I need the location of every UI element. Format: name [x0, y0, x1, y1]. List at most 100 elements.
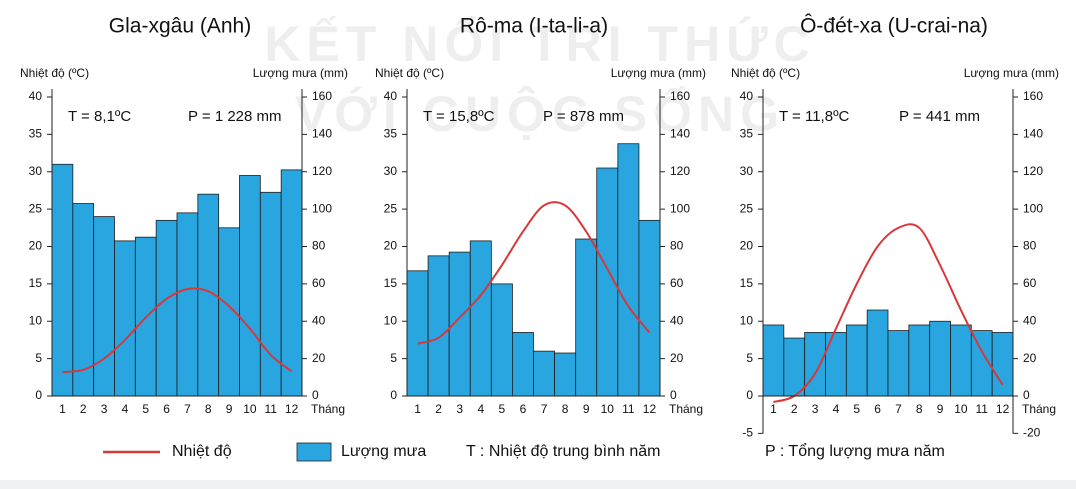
y2-tick-label: 80	[670, 239, 684, 253]
y-tick-label: 15	[384, 276, 398, 290]
x-tick-label: 9	[226, 402, 233, 416]
x-tick-label: 6	[520, 402, 527, 416]
precipitation-bar	[991, 332, 1014, 397]
y2-tick-label: 40	[670, 313, 684, 327]
y-tick-label: 5	[390, 351, 397, 365]
y2-tick-label: 20	[1023, 351, 1037, 365]
chart-title: Rô-ma (I-ta-li-a)	[460, 15, 608, 38]
y-tick-label: 25	[29, 201, 43, 215]
y-tick-label: 0	[390, 388, 397, 402]
precipitation-bar	[533, 350, 555, 397]
y2-tick-label: 80	[1023, 239, 1037, 253]
precipitation-bar	[406, 270, 429, 397]
y-tick-label: 35	[384, 127, 398, 141]
precipitation-bar	[825, 332, 847, 397]
x-tick-label: 5	[853, 402, 860, 416]
x-tick-label: 3	[101, 402, 108, 416]
y2-axis-label: Lượng mưa (mm)	[253, 66, 348, 80]
precipitation-bar	[783, 337, 806, 397]
x-tick-label: 2	[80, 402, 87, 416]
annotation: T = 15,8ºC	[423, 108, 495, 125]
x-tick-label: 8	[562, 402, 569, 416]
y2-tick-label: 100	[1023, 201, 1043, 215]
x-tick-label: 5	[499, 402, 506, 416]
precipitation-bar	[427, 255, 450, 397]
x-tick-label: 6	[163, 402, 170, 416]
x-tick-label: 12	[996, 402, 1010, 416]
y2-tick-label: 60	[670, 276, 684, 290]
y-axis-label: Nhiệt độ (ºC)	[20, 66, 89, 80]
precipitation-bar	[51, 163, 74, 397]
y-tick-label: 30	[29, 164, 43, 178]
y2-tick-label: 140	[312, 127, 332, 141]
chart-title: Ô-đét-xa (U-crai-na)	[800, 15, 988, 38]
legend-note: T : Nhiệt độ trung bình năm	[466, 443, 660, 460]
y-tick-label: 20	[740, 239, 754, 253]
precipitation-bar	[469, 240, 492, 397]
y2-axis-label: Lượng mưa (mm)	[964, 66, 1059, 80]
y-tick-label: 20	[29, 239, 43, 253]
x-tick-label: 4	[477, 402, 484, 416]
x-tick-label: 6	[874, 402, 881, 416]
precipitation-bar	[804, 332, 826, 397]
y2-tick-label: 160	[1023, 89, 1043, 103]
y-tick-label: 40	[740, 89, 754, 103]
y-tick-label: 5	[746, 351, 753, 365]
precipitation-bar	[638, 219, 661, 397]
x-tick-label: 10	[954, 402, 968, 416]
legend-label: Lượng mưa	[341, 443, 426, 460]
y-tick-label: 15	[740, 276, 754, 290]
y-tick-label: 30	[384, 164, 398, 178]
precipitation-bar	[114, 240, 136, 397]
y2-tick-label: 80	[312, 239, 326, 253]
y2-tick-label: 0	[670, 388, 677, 402]
precipitation-bar	[866, 309, 889, 397]
x-tick-label: 1	[59, 402, 66, 416]
temperature-line	[773, 223, 1004, 403]
y2-tick-label: 140	[670, 127, 690, 141]
y2-tick-label: 140	[1023, 127, 1043, 141]
x-tick-label: 11	[976, 402, 989, 416]
y2-tick-label: 160	[670, 89, 690, 103]
y2-tick-label: 40	[312, 313, 326, 327]
y2-axis-label: Lượng mưa (mm)	[611, 66, 706, 80]
y2-tick-label: 60	[312, 276, 326, 290]
x-tick-label: 4	[833, 402, 840, 416]
x-tick-label: 8	[205, 402, 212, 416]
y-tick-label: 30	[740, 164, 754, 178]
x-tick-label: 2	[435, 402, 442, 416]
precipitation-bar	[176, 212, 199, 397]
x-tick-label: 12	[643, 402, 657, 416]
x-tick-label: 7	[184, 402, 191, 416]
y2-tick-label: 100	[312, 201, 332, 215]
legend-label: Nhiệt độ	[172, 443, 232, 460]
y2-tick-label: 60	[1023, 276, 1037, 290]
bottom-strip	[0, 480, 1076, 489]
y2-tick-label: 120	[1023, 164, 1043, 178]
precipitation-bar	[575, 238, 598, 397]
y2-tick-label: 40	[1023, 313, 1037, 327]
x-tick-label: 3	[812, 402, 819, 416]
x-tick-label: 1	[770, 402, 777, 416]
y-tick-label: 20	[384, 239, 398, 253]
x-axis-label: Tháng	[311, 402, 345, 416]
x-tick-label: 3	[456, 402, 463, 416]
precipitation-bar	[280, 169, 303, 397]
precipitation-bar	[950, 324, 972, 397]
x-tick-label: 10	[601, 402, 615, 416]
x-tick-label: 8	[916, 402, 923, 416]
x-tick-label: 10	[243, 402, 257, 416]
y-tick-label: 10	[29, 313, 43, 327]
y-tick-label: 0	[35, 388, 42, 402]
precipitation-bar	[887, 330, 910, 397]
y2-tick-label: 160	[312, 89, 332, 103]
y2-tick-label: 120	[312, 164, 332, 178]
y2-tick-label: 20	[670, 351, 684, 365]
y-tick-label: 25	[740, 201, 754, 215]
legend-bar-swatch	[296, 442, 332, 462]
y-tick-label: -5	[742, 426, 753, 440]
precipitation-bar	[239, 175, 261, 397]
annotation: P = 1 228 mm	[188, 108, 282, 125]
x-tick-label: 1	[414, 402, 421, 416]
